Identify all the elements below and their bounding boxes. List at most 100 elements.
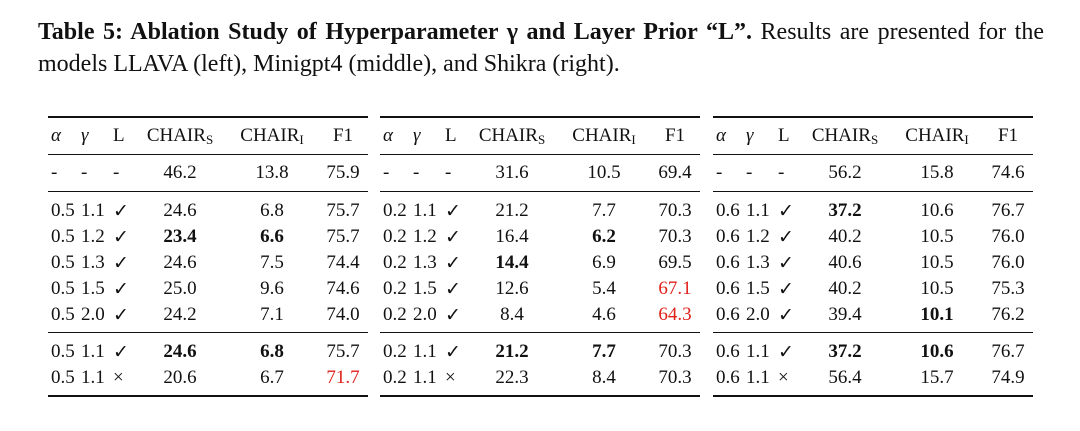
table-cell: 0.2 bbox=[380, 276, 410, 302]
header-subscript: I bbox=[631, 131, 636, 147]
row-group: - - - 56.2 15.8 74.6 bbox=[713, 155, 1033, 192]
cell-text: ✓ bbox=[113, 200, 129, 222]
table-cell: 1.1 bbox=[743, 365, 775, 396]
header-text: F1 bbox=[997, 125, 1019, 146]
table-cell: ✓ bbox=[110, 224, 134, 250]
cell-text: 56.2 bbox=[828, 162, 862, 183]
table-cell: 10.5 bbox=[891, 250, 983, 276]
table-cell: 64.3 bbox=[650, 302, 700, 333]
table-cell: 7.5 bbox=[226, 250, 318, 276]
header-cell: L bbox=[442, 117, 466, 155]
table-cell: 74.6 bbox=[318, 276, 368, 302]
table-cell: 76.0 bbox=[983, 250, 1033, 276]
cell-text: 76.7 bbox=[991, 341, 1025, 362]
table-cell: 2.0 bbox=[78, 302, 110, 333]
table-row: 0.6 1.1 ✓ 37.2 10.6 76.7 bbox=[713, 192, 1033, 225]
table-cell: 0.5 bbox=[48, 192, 78, 225]
table-cell: 1.2 bbox=[410, 224, 442, 250]
table-cell: ✓ bbox=[442, 224, 466, 250]
cell-text: 0.6 bbox=[716, 226, 740, 247]
table-cell: × bbox=[442, 365, 466, 396]
table-cell: 40.2 bbox=[799, 276, 891, 302]
cell-text: 46.2 bbox=[163, 162, 197, 183]
table-cell: 75.3 bbox=[983, 276, 1033, 302]
cell-text: 75.7 bbox=[326, 200, 360, 221]
table-cell: 74.9 bbox=[983, 365, 1033, 396]
cell-text: - bbox=[778, 162, 785, 183]
table-cell: 76.7 bbox=[983, 333, 1033, 366]
cell-text: 7.5 bbox=[260, 252, 284, 273]
table-cell: 6.9 bbox=[558, 250, 650, 276]
cell-text: 71.7 bbox=[326, 367, 360, 388]
table-cell: 0.6 bbox=[713, 276, 743, 302]
header-cell: α bbox=[380, 117, 410, 155]
table-cell: 0.2 bbox=[380, 250, 410, 276]
cell-text: 0.6 bbox=[716, 304, 740, 325]
table-cell: - bbox=[380, 155, 410, 192]
table-cell: 1.1 bbox=[78, 365, 110, 396]
cell-text: ✓ bbox=[113, 341, 129, 363]
table-cell: 70.3 bbox=[650, 333, 700, 366]
cell-text: - bbox=[746, 162, 753, 183]
table-cell: ✓ bbox=[110, 192, 134, 225]
results-table: α γ L CHAIRS CHAIRI F1- - -31.6 10.5 69.4 0.2 1.1 ✓ 2… bbox=[380, 116, 700, 397]
cell-text: 0.2 bbox=[383, 304, 407, 325]
cell-text: 1.1 bbox=[413, 200, 437, 221]
table-cell: 0.5 bbox=[48, 302, 78, 333]
table-cell: ✓ bbox=[442, 333, 466, 366]
cell-text: ✓ bbox=[778, 226, 794, 248]
header-text: F1 bbox=[332, 125, 354, 146]
table-cell: 37.2 bbox=[799, 333, 891, 366]
table-cell: 1.5 bbox=[78, 276, 110, 302]
table-row: - - - 56.2 15.8 74.6 bbox=[713, 155, 1033, 192]
cell-text: 7.7 bbox=[592, 200, 616, 221]
table-cell: 0.5 bbox=[48, 224, 78, 250]
table-cell: 6.8 bbox=[226, 192, 318, 225]
header-text: CHAIR bbox=[240, 124, 300, 146]
table-cell: 22.3 bbox=[466, 365, 558, 396]
header-cell: CHAIRI bbox=[226, 117, 318, 155]
table-cell: 6.2 bbox=[558, 224, 650, 250]
header-text: CHAIR bbox=[146, 124, 206, 146]
header-cell: γ bbox=[743, 117, 775, 155]
table-cell: 70.3 bbox=[650, 224, 700, 250]
table-row: 0.2 1.3 ✓ 14.4 6.9 69.5 bbox=[380, 250, 700, 276]
cell-text: 2.0 bbox=[413, 304, 437, 325]
cell-text: ✓ bbox=[445, 252, 461, 274]
cell-text: ✓ bbox=[113, 304, 129, 326]
row-group: 0.2 1.1 ✓ 21.2 7.7 70.3 0.2 1.1 × 22.3 8.4 70.3 bbox=[380, 333, 700, 396]
table-cell: 10.5 bbox=[891, 276, 983, 302]
table-cell: 67.1 bbox=[650, 276, 700, 302]
header-cell: L bbox=[110, 117, 134, 155]
cell-text: 1.1 bbox=[746, 341, 770, 362]
cell-text: 24.6 bbox=[163, 200, 197, 221]
table-row: 0.2 1.1 ✓ 21.2 7.7 70.3 bbox=[380, 333, 700, 366]
table-cell: 0.5 bbox=[48, 250, 78, 276]
cell-text: 1.3 bbox=[413, 252, 437, 273]
table-cell: 70.3 bbox=[650, 365, 700, 396]
table-cell: 25.0 bbox=[134, 276, 226, 302]
table-cell: ✓ bbox=[110, 276, 134, 302]
table-cell: 13.8 bbox=[226, 155, 318, 192]
cell-text: 21.2 bbox=[495, 200, 529, 221]
table-cell: 0.5 bbox=[48, 365, 78, 396]
header-subscript: I bbox=[964, 131, 969, 147]
table-cell: - bbox=[110, 155, 134, 192]
header-cell: α bbox=[713, 117, 743, 155]
cell-text: 0.2 bbox=[383, 200, 407, 221]
header-cell: L bbox=[775, 117, 799, 155]
header-text: CHAIR bbox=[478, 124, 538, 146]
header-subscript: I bbox=[299, 131, 304, 147]
table-cell: 56.2 bbox=[799, 155, 891, 192]
table-cell: - bbox=[775, 155, 799, 192]
cell-text: 70.3 bbox=[658, 200, 692, 221]
cell-text: 10.5 bbox=[920, 226, 954, 247]
cell-text: 74.9 bbox=[991, 367, 1025, 388]
cell-text: 16.4 bbox=[495, 226, 529, 247]
table-cell: 70.3 bbox=[650, 192, 700, 225]
cell-text: 6.8 bbox=[260, 200, 284, 221]
table-cell: 1.3 bbox=[743, 250, 775, 276]
cell-text: - bbox=[716, 162, 723, 183]
cell-text: ✓ bbox=[113, 278, 129, 300]
